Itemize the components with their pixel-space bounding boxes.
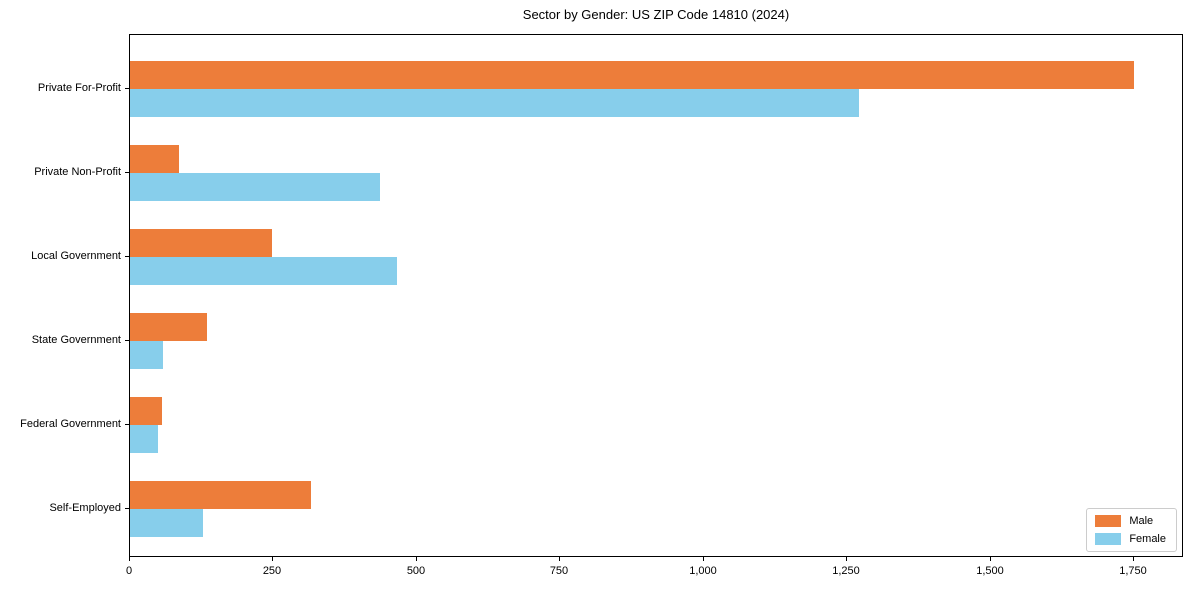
x-tick-mark — [990, 557, 991, 561]
legend: Male Female — [1086, 508, 1177, 552]
legend-item-male: Male — [1095, 515, 1166, 527]
bar-male-local-government — [130, 229, 272, 257]
x-tick-mark — [272, 557, 273, 561]
y-tick-label: Self-Employed — [49, 502, 121, 514]
bar-female-private-non-profit — [130, 173, 380, 201]
x-tick-label: 250 — [262, 565, 282, 577]
x-tick-label: 1,500 — [976, 565, 1004, 577]
y-tick-label: Local Government — [31, 250, 121, 262]
x-tick-mark — [1133, 557, 1134, 561]
bar-female-federal-government — [130, 425, 158, 453]
chart-title: Sector by Gender: US ZIP Code 14810 (202… — [522, 7, 790, 22]
female-color-swatch — [1095, 533, 1122, 545]
x-tick-mark — [559, 557, 560, 561]
legend-label-male: Male — [1129, 515, 1154, 527]
legend-label-female: Female — [1129, 533, 1166, 545]
y-tick-label: Private Non-Profit — [34, 166, 121, 178]
x-tick-label: 1,750 — [1119, 565, 1147, 577]
legend-item-female: Female — [1095, 533, 1166, 545]
y-tick-label: Private For-Profit — [37, 82, 121, 94]
male-color-swatch — [1095, 515, 1122, 527]
x-tick-label: 750 — [549, 565, 569, 577]
plot-area: Male Female — [129, 34, 1183, 557]
y-tick-label: State Government — [31, 334, 121, 346]
x-tick-label: 0 — [125, 565, 133, 577]
y-tick-label: Federal Government — [20, 418, 121, 430]
x-tick-mark — [416, 557, 417, 561]
bar-male-private-for-profit — [130, 61, 1134, 89]
bar-male-federal-government — [130, 397, 162, 425]
bar-female-private-for-profit — [130, 89, 859, 117]
x-tick-mark — [703, 557, 704, 561]
bar-female-local-government — [130, 257, 397, 285]
bar-male-state-government — [130, 313, 207, 341]
x-tick-label: 1,000 — [689, 565, 717, 577]
x-tick-mark — [846, 557, 847, 561]
bar-male-self-employed — [130, 481, 311, 509]
x-tick-label: 500 — [406, 565, 426, 577]
x-tick-mark — [129, 557, 130, 561]
bar-female-state-government — [130, 341, 163, 369]
x-tick-label: 1,250 — [832, 565, 860, 577]
bar-male-private-non-profit — [130, 145, 179, 173]
bar-female-self-employed — [130, 509, 203, 537]
bars-layer — [130, 35, 1182, 556]
